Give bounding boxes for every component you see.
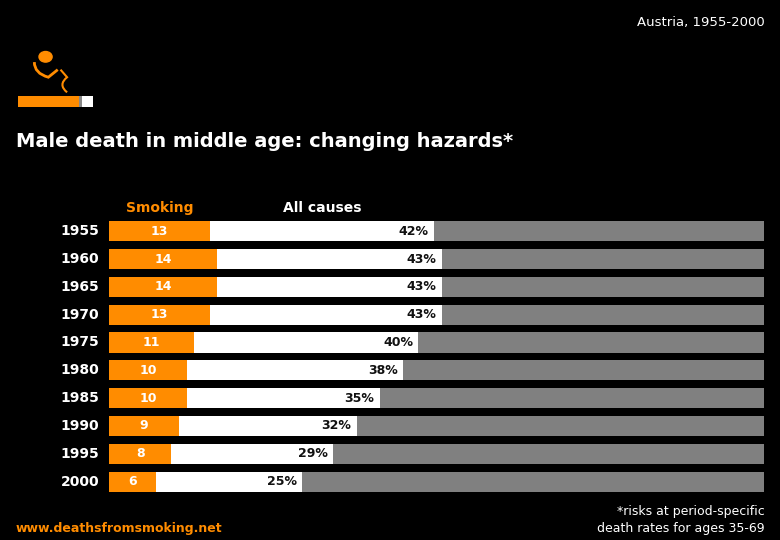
Bar — [109, 444, 764, 464]
Bar — [109, 388, 380, 408]
Bar — [109, 471, 764, 491]
Text: Smoking: Smoking — [126, 201, 193, 215]
Text: 38%: 38% — [368, 364, 398, 377]
Text: 1970: 1970 — [61, 308, 99, 322]
Text: All causes: All causes — [282, 201, 361, 215]
Text: 2000: 2000 — [61, 475, 99, 489]
Text: 1960: 1960 — [61, 252, 99, 266]
Text: 9: 9 — [140, 420, 148, 433]
Text: 1995: 1995 — [61, 447, 99, 461]
Text: Austria, 1955-2000: Austria, 1955-2000 — [636, 16, 764, 29]
Bar — [80, 96, 82, 107]
Bar — [109, 221, 434, 241]
Text: 43%: 43% — [406, 253, 436, 266]
Text: 6: 6 — [128, 475, 136, 488]
Bar — [109, 416, 179, 436]
Text: 1985: 1985 — [61, 391, 99, 405]
Text: 14: 14 — [154, 280, 172, 293]
Bar — [80, 96, 94, 107]
Bar — [109, 388, 186, 408]
Bar — [109, 360, 764, 380]
Bar — [109, 333, 764, 353]
Bar — [109, 471, 155, 491]
Bar — [109, 444, 171, 464]
Text: 13: 13 — [151, 225, 168, 238]
Text: 43%: 43% — [406, 280, 436, 293]
Bar — [109, 277, 441, 297]
Bar — [109, 249, 218, 269]
Text: 1965: 1965 — [61, 280, 99, 294]
Circle shape — [39, 51, 52, 62]
Bar — [109, 221, 210, 241]
Text: www.deathsfromsmoking.net: www.deathsfromsmoking.net — [16, 522, 222, 535]
Text: 43%: 43% — [406, 308, 436, 321]
Text: 10: 10 — [139, 364, 157, 377]
Bar — [109, 249, 441, 269]
Text: 29%: 29% — [298, 447, 328, 460]
Text: 13: 13 — [151, 308, 168, 321]
Text: *risks at period-specific
death rates for ages 35-69: *risks at period-specific death rates fo… — [597, 504, 764, 535]
Bar — [19, 96, 80, 107]
Bar — [109, 388, 764, 408]
Text: 8: 8 — [136, 447, 144, 460]
Text: 35%: 35% — [345, 392, 374, 404]
Text: Male death in middle age: changing hazards*: Male death in middle age: changing hazar… — [16, 132, 512, 151]
Text: 14: 14 — [154, 253, 172, 266]
Bar — [109, 333, 194, 353]
Text: 1980: 1980 — [61, 363, 99, 377]
Text: 25%: 25% — [268, 475, 297, 488]
Bar — [109, 305, 441, 325]
Bar — [109, 416, 764, 436]
Bar — [109, 471, 303, 491]
Bar — [109, 333, 418, 353]
Bar — [109, 249, 764, 269]
Text: 1975: 1975 — [61, 335, 99, 349]
Text: 11: 11 — [143, 336, 161, 349]
Bar — [109, 277, 218, 297]
Text: 32%: 32% — [321, 420, 351, 433]
Bar — [109, 360, 403, 380]
Text: 42%: 42% — [399, 225, 429, 238]
Bar — [109, 416, 356, 436]
Bar — [109, 360, 186, 380]
Bar — [109, 444, 333, 464]
Text: 40%: 40% — [383, 336, 413, 349]
Text: 1955: 1955 — [61, 224, 99, 238]
Text: 10: 10 — [139, 392, 157, 404]
Text: 1990: 1990 — [61, 419, 99, 433]
Bar — [109, 221, 764, 241]
Bar — [109, 305, 210, 325]
Bar — [109, 277, 764, 297]
Bar — [109, 305, 764, 325]
